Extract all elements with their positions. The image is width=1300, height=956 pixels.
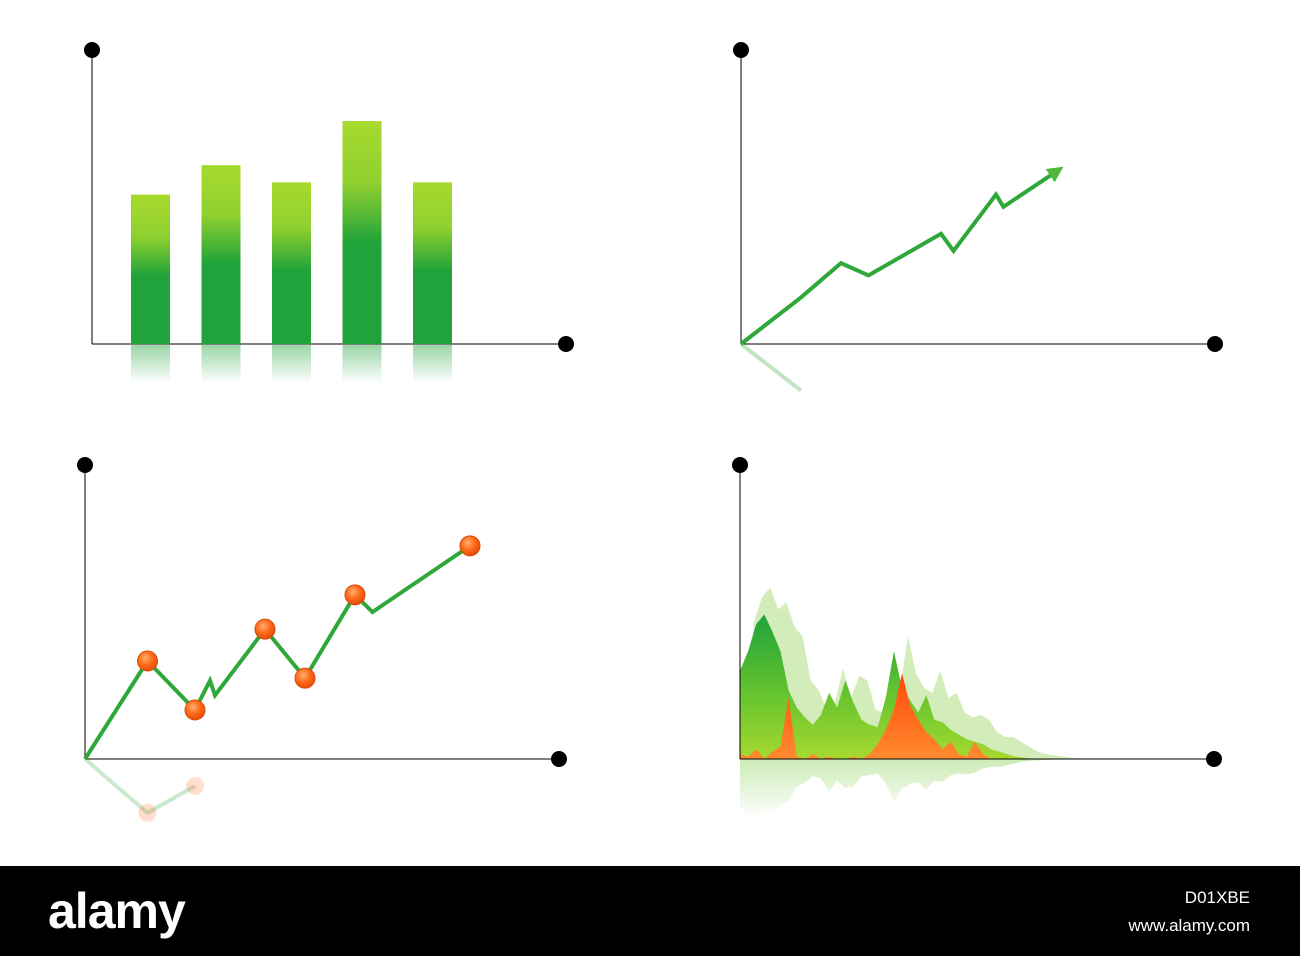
- watermark-banner: alamy D01XBE www.alamy.com: [0, 866, 1300, 956]
- trend-line: [739, 168, 1060, 346]
- site-url: www.alamy.com: [1128, 916, 1250, 935]
- trend-line: [83, 544, 472, 761]
- area-series-mid: [740, 614, 1073, 759]
- bar-reflection-4: [342, 345, 382, 383]
- bar-2: [201, 165, 241, 344]
- marker-line-chart: [77, 457, 567, 822]
- bar-reflection-1: [131, 345, 170, 383]
- image-id: D01XBE: [1184, 888, 1250, 907]
- data-point-6: [459, 535, 481, 557]
- y-axis-end-dot: [733, 42, 749, 58]
- arrow-head: [1045, 166, 1064, 183]
- line-reflection: [83, 757, 196, 816]
- bar-chart: [84, 42, 574, 383]
- arrow-line-chart: [733, 42, 1223, 393]
- bar-3: [272, 182, 311, 344]
- y-axis-end-dot: [84, 42, 100, 58]
- marker-reflection-1: [138, 803, 157, 822]
- area-reflection: [740, 759, 1073, 820]
- marker-reflection-2: [186, 776, 204, 795]
- area-series-front: [740, 673, 1073, 759]
- charts-canvas: [77, 42, 1223, 822]
- data-point-1: [137, 650, 158, 672]
- x-axis-end-dot: [558, 336, 574, 352]
- data-point-4: [294, 667, 316, 689]
- alamy-logo: alamy: [48, 883, 186, 939]
- bar-reflection-5: [413, 345, 452, 383]
- bar-5: [413, 182, 452, 344]
- y-axis-end-dot: [77, 457, 93, 473]
- data-point-5: [344, 584, 366, 606]
- x-axis-end-dot: [1207, 336, 1223, 352]
- data-point-3: [254, 618, 276, 640]
- x-axis-end-dot: [551, 751, 567, 767]
- bar-4: [342, 121, 382, 344]
- bar-1: [131, 194, 170, 344]
- data-point-2: [184, 699, 206, 721]
- line-reflection: [739, 342, 803, 393]
- area-chart: [732, 457, 1222, 820]
- bar-reflection-3: [272, 345, 311, 383]
- bar-reflection-2: [201, 345, 241, 383]
